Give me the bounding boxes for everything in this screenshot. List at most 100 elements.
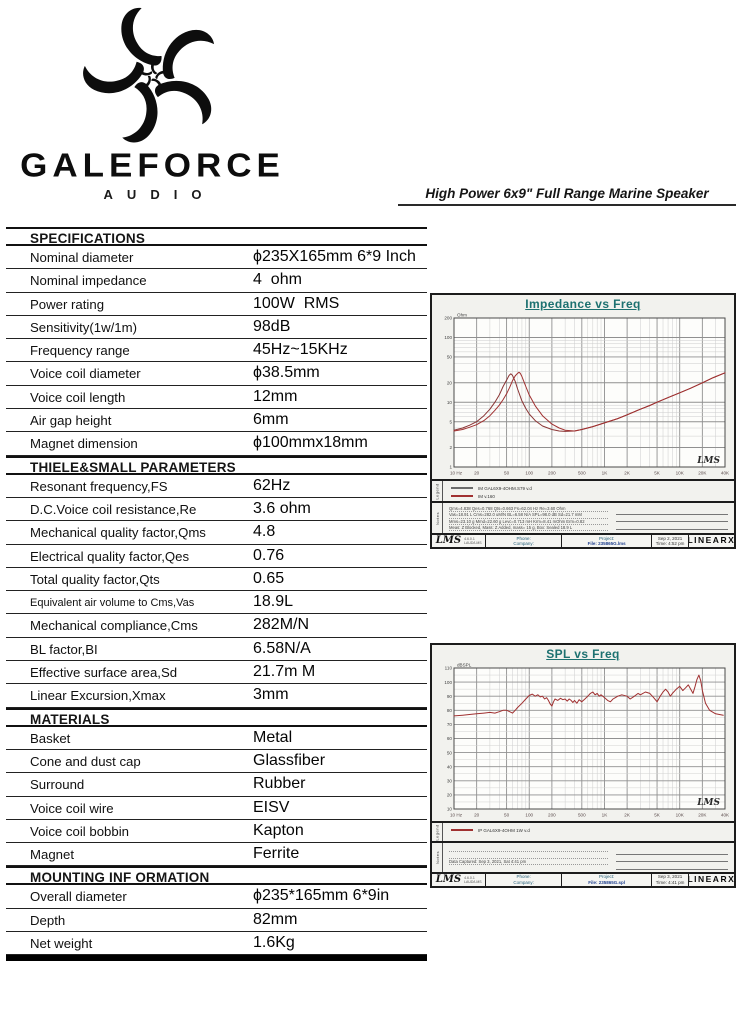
spec-value: 6mm	[253, 411, 289, 429]
spec-row: Basket Metal	[6, 727, 427, 750]
spec-value: 62Hz	[253, 476, 291, 494]
linearx-logo-cell: LINEARX	[689, 874, 734, 886]
note-line: Mms=23.10 g Mmd=22.60 g Levc=0.713 mH Kr…	[449, 519, 609, 525]
impedance-legend-rows: IM GAL6X9-4OHM.S79 v.d IM v.160	[443, 481, 734, 501]
spec-label: Voice coil bobbin	[30, 823, 129, 839]
spec-value: 21.7m M	[253, 663, 316, 681]
spec-value: 0.65	[253, 569, 285, 587]
spec-row: D.C.Voice coil resistance,Re 3.6 ohm	[6, 498, 427, 522]
spec-label: Nominal diameter	[30, 250, 134, 265]
spec-label: Electrical quality factor,Qes	[30, 548, 190, 564]
legend-side-label: Legend	[432, 823, 443, 841]
brand-subtitle: AUDIO	[103, 187, 216, 202]
spec-row: Mechanical compliance,Cms 282M/N	[6, 614, 427, 638]
svg-text:2K: 2K	[624, 813, 631, 818]
spl-plot: 110 100 90 80 70 60 50 40 30 20 10 dBSPL 10 Hz 20 50 10…	[444, 663, 730, 818]
spec-value: Ferrite	[253, 845, 300, 863]
spl-legend-rows: IP GAL6X9-4OHM 1W v.d	[443, 823, 734, 841]
page-title: High Power 6x9" Full Range Marine Speake…	[398, 186, 736, 206]
spec-label: BL factor,BI	[30, 641, 98, 657]
section-header: SPECIFICATIONS	[6, 227, 427, 246]
note-line	[449, 852, 609, 859]
svg-text:50: 50	[447, 355, 453, 360]
svg-text:200: 200	[548, 813, 556, 818]
spec-label: Net weight	[30, 936, 93, 952]
spec-row: Magnet Ferrite	[6, 843, 427, 867]
spec-label: Frequency range	[30, 343, 130, 359]
svg-text:LMS: LMS	[696, 798, 720, 808]
svg-text:200: 200	[548, 471, 556, 476]
spl-chart-panel: SPL vs Freq 110 100 90 80 70 60 50 40 30 20 10 dBSP…	[430, 643, 736, 888]
spec-label: Air gap height	[30, 413, 112, 429]
legend-entry: IM v.160	[451, 492, 734, 500]
svg-text:5: 5	[449, 419, 452, 424]
svg-text:10K: 10K	[676, 813, 685, 818]
spec-label: Magnet dimension	[30, 436, 138, 452]
spec-value: 4.8	[253, 523, 276, 541]
svg-text:LMS: LMS	[696, 456, 720, 466]
spec-label: D.C.Voice coil resistance,Re	[30, 501, 197, 517]
spec-row: Frequency range 45Hz~15KHz	[6, 339, 427, 363]
spec-row: Nominal diameter ϕ235X165mm 6*9 Inch	[6, 246, 427, 270]
spl-notes-rules	[616, 846, 728, 870]
spec-row: Equivalent air volume to Cms,Vas 18.9L	[6, 591, 427, 615]
svg-text:10K: 10K	[676, 471, 685, 476]
spec-value: EISV	[253, 798, 290, 816]
svg-text:2: 2	[449, 445, 452, 450]
note-line: Vas=18.91 L Cms=282.0 uM/N BL=6.58 N/A S…	[449, 512, 609, 519]
svg-text:500: 500	[578, 813, 586, 818]
impedance-notes: Qms=4.838 Qes=0.768 Qts=0.663 Fs=62.04 H…	[449, 506, 609, 532]
svg-text:50: 50	[504, 813, 510, 818]
spec-label: Total quality factor,Qts	[30, 571, 160, 587]
spec-value: 3.6 ohm	[253, 499, 311, 517]
note-line: Meas: Z Blocked, Mass: Z Added, mass= 15…	[449, 525, 609, 532]
svg-text:20: 20	[474, 813, 480, 818]
svg-text:20: 20	[447, 380, 453, 385]
spec-row: Cone and dust cap Glassfiber	[6, 750, 427, 774]
swirl-logo-icon	[82, 6, 224, 146]
svg-text:40K: 40K	[721, 813, 730, 818]
spec-label: Depth	[30, 912, 66, 928]
spec-row: Magnet dimension ϕ100mmx18mm	[6, 432, 427, 456]
svg-text:80: 80	[447, 708, 453, 713]
section-header: MOUNTING INF ORMATION	[6, 866, 427, 886]
svg-text:70: 70	[447, 722, 453, 727]
svg-text:1K: 1K	[602, 471, 609, 476]
spec-label: Equivalent air volume to Cms,Vas	[30, 597, 195, 610]
spec-value: 82mm	[253, 910, 298, 928]
spec-row: Linear Excursion,Xmax 3mm	[6, 684, 427, 708]
svg-text:40K: 40K	[721, 471, 730, 476]
spec-row: Voice coil bobbin Kapton	[6, 820, 427, 844]
svg-text:10: 10	[447, 400, 453, 405]
svg-text:50: 50	[504, 471, 510, 476]
impedance-chart-panel: Impedance vs Freq 200 100 50 20 10 5 2 1 Ohm 10 H…	[430, 293, 736, 550]
impedance-legend-box: Legend IM GAL6X9-4OHM.S79 v.d IM v.160	[432, 479, 734, 501]
brand-logo-block: GALEFORCE AUDIO	[10, 6, 295, 202]
spec-row: Net weight 1.6Kg	[6, 932, 427, 956]
svg-text:20K: 20K	[698, 471, 707, 476]
phone-company-cell: Phone: Company:	[486, 535, 562, 548]
lms-version: 4.6.0.1 LAUD/LMS	[464, 537, 482, 546]
impedance-chart-title: Impedance vs Freq	[525, 297, 641, 311]
spec-row: Depth 82mm	[6, 909, 427, 933]
spec-row: Sensitivity(1w/1m) 98dB	[6, 316, 427, 340]
lms-version: 4.6.0.1 LAUD/LMS	[464, 875, 482, 884]
notes-side-label: Notes	[432, 843, 443, 872]
spec-value: 4 ohm	[253, 271, 302, 289]
notes-side-label: Notes	[432, 503, 443, 534]
spl-legend-box: Legend IP GAL6X9-4OHM 1W v.d	[432, 821, 734, 841]
spec-row: Voice coil diameter ϕ38.5mm	[6, 362, 427, 386]
linearx-logo: LINEARX	[688, 535, 734, 546]
project-file-cell: Project: File: 235865G.lms	[562, 535, 653, 548]
spec-value: 98dB	[253, 317, 291, 335]
impedance-notes-rules	[616, 506, 728, 531]
spec-value: 12mm	[253, 387, 298, 405]
spec-value: 18.9L	[253, 593, 294, 611]
svg-text:40: 40	[447, 764, 453, 769]
section-header: MATERIALS	[6, 707, 427, 727]
impedance-notes-box: Notes Qms=4.838 Qes=0.768 Qts=0.663 Fs=6…	[432, 501, 734, 534]
svg-text:100: 100	[525, 471, 533, 476]
note-line: Data Captured: Sep 3, 2021, Sat 4:41 pm	[449, 859, 609, 865]
note-line	[449, 846, 609, 853]
